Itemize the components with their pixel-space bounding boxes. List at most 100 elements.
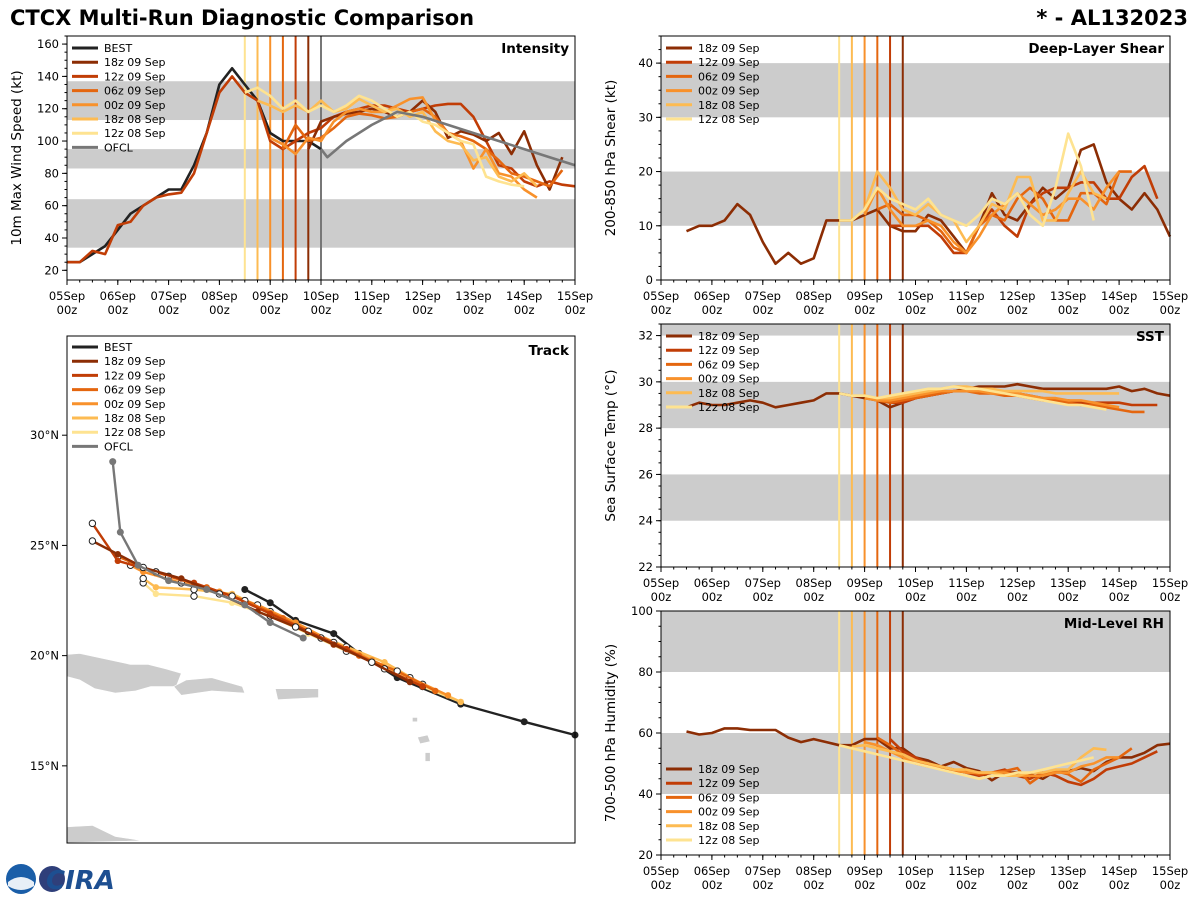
track-land: [67, 653, 431, 843]
intensity-series-ofcl: [319, 110, 576, 167]
intensity-legend-label-06z-09-sep: 06z 09 Sep: [104, 85, 166, 98]
sst-ytick-label: 32: [638, 329, 653, 343]
sst-ytick-label: 28: [638, 421, 653, 435]
track-point-best: [520, 718, 528, 726]
shear-xtick-label: 00z: [1058, 303, 1079, 317]
track-point-ofcl: [266, 619, 274, 627]
intensity-xtick-label: 11Sep: [354, 289, 390, 303]
sst-legend-label-12z-08-sep: 12z 08 Sep: [698, 401, 760, 414]
intensity-ylabel: 10m Max Wind Speed (kt): [9, 70, 25, 245]
intensity-xtick-label: 09Sep: [252, 289, 288, 303]
track-ytick-label: 30°N: [30, 428, 59, 442]
intensity-xtick-label: 14Sep: [506, 289, 542, 303]
intensity-xtick-label: 06Sep: [100, 289, 136, 303]
sst-xtick-label: 00z: [702, 590, 723, 604]
intensity-xtick-label: 08Sep: [201, 289, 237, 303]
rh-xtick-label: 00z: [1058, 878, 1079, 892]
sst-xtick-label: 11Sep: [948, 576, 984, 590]
shear-xtick-label: 05Sep: [643, 289, 679, 303]
intensity-xtick-label: 10Sep: [303, 289, 339, 303]
rh-legend-label-18z-08-sep: 18z 08 Sep: [698, 820, 760, 833]
intensity-series-12z-09-sep: [67, 75, 576, 264]
shear-xtick-label: 13Sep: [1050, 289, 1086, 303]
hispaniola-landmass: [67, 653, 182, 694]
sst-series-12z-08-sep: [838, 385, 1107, 411]
intensity-series-18z-09-sep: [307, 99, 564, 191]
intensity-legend-label-12z-08-sep: 12z 08 Sep: [104, 127, 166, 140]
shear-ytick-label: 20: [638, 165, 653, 179]
rh-ytick-label: 80: [638, 665, 653, 679]
south-america-landmass: [67, 825, 144, 843]
antigua-landmass: [412, 717, 418, 723]
shear-legend-label-12z-09-sep: 12z 09 Sep: [698, 56, 760, 69]
rh-xtick-label: 00z: [651, 878, 672, 892]
cira-logo: CIRA: [6, 864, 114, 896]
shear-xtick-label: 11Sep: [948, 289, 984, 303]
intensity-ytick-label: 140: [37, 69, 59, 83]
track-legend-label-00z-09-sep: 00z 09 Sep: [104, 398, 166, 411]
intensity-legend-label-ofcl: OFCL: [104, 141, 134, 154]
intensity-xtick-label: 00z: [565, 303, 586, 317]
shear-xtick-label: 00z: [651, 303, 672, 317]
track-point-18z-09-sep: [114, 551, 122, 558]
shear-series-18z-09-sep: [685, 143, 1172, 266]
rh-xtick-label: 13Sep: [1050, 864, 1086, 878]
intensity-xtick-label: 00z: [514, 303, 535, 317]
shear-xtick-label: 00z: [1160, 303, 1181, 317]
shear-legend-label-18z-08-sep: 18z 08 Sep: [698, 99, 760, 112]
track-point-12z-09-sep: [88, 519, 97, 528]
intensity-xtick-label: 00z: [107, 303, 128, 317]
track-ytick-label: 25°N: [30, 538, 59, 552]
sst-xtick-label: 00z: [1160, 590, 1181, 604]
shear-legend-label-12z-08-sep: 12z 08 Sep: [698, 113, 760, 126]
intensity-ytick-label: 40: [44, 231, 59, 245]
track-legend-label-best: BEST: [104, 341, 132, 354]
sst-band-0: [661, 474, 1170, 521]
sst-legend-label-12z-09-sep: 12z 09 Sep: [698, 344, 760, 357]
sst-xtick-label: 05Sep: [643, 576, 679, 590]
shear-series-06z-09-sep: [876, 170, 1132, 255]
storm-id: * - AL132023: [1036, 6, 1188, 30]
track-point-best: [241, 586, 249, 593]
dominican-east-landmass: [173, 677, 246, 696]
rh-band-1: [661, 611, 1170, 672]
shear-xtick-label: 00z: [956, 303, 977, 317]
track-point-18z-09-sep: [88, 537, 97, 545]
rh-xtick-label: 00z: [803, 878, 824, 892]
rh-ytick-label: 60: [638, 726, 653, 740]
rh-xtick-label: 05Sep: [643, 864, 679, 878]
rh-xtick-label: 11Sep: [948, 864, 984, 878]
track-point-ofcl: [116, 528, 124, 536]
rh-xtick-label: 00z: [905, 878, 926, 892]
globe-icon: [39, 866, 65, 892]
track-point-12z-08-sep: [190, 592, 198, 600]
dominica-landmass: [424, 752, 431, 762]
intensity-ytick-label: 20: [44, 263, 59, 277]
rh-ytick-label: 100: [631, 604, 653, 618]
intensity-legend-label-18z-08-sep: 18z 08 Sep: [104, 113, 166, 126]
logo-text: CIRA: [46, 866, 114, 896]
rh-xtick-label: 00z: [1109, 878, 1130, 892]
sst-xtick-label: 06Sep: [694, 576, 730, 590]
shear-xtick-label: 00z: [752, 303, 773, 317]
intensity-xtick-label: 05Sep: [49, 289, 85, 303]
rh-ytick-label: 40: [638, 787, 653, 801]
rh-xtick-label: 12Sep: [999, 864, 1035, 878]
sst-xtick-label: 00z: [752, 590, 773, 604]
track-legend-label-06z-09-sep: 06z 09 Sep: [104, 384, 166, 397]
track-series-ofcl: [111, 461, 304, 640]
intensity-legend-label-12z-09-sep: 12z 09 Sep: [104, 70, 166, 83]
shear-xtick-label: 00z: [702, 303, 723, 317]
shear-title: Deep-Layer Shear: [1028, 41, 1164, 57]
intensity-legend-label-00z-09-sep: 00z 09 Sep: [104, 99, 166, 112]
shear-panel: 01020304005Sep00z06Sep00z07Sep00z08Sep00…: [603, 35, 1188, 317]
rh-xtick-label: 08Sep: [796, 864, 832, 878]
shear-xtick-label: 00z: [803, 303, 824, 317]
sst-band-2: [661, 324, 1170, 336]
sst-ylabel: Sea Surface Temp (°C): [603, 369, 619, 521]
shear-xtick-label: 10Sep: [897, 289, 933, 303]
